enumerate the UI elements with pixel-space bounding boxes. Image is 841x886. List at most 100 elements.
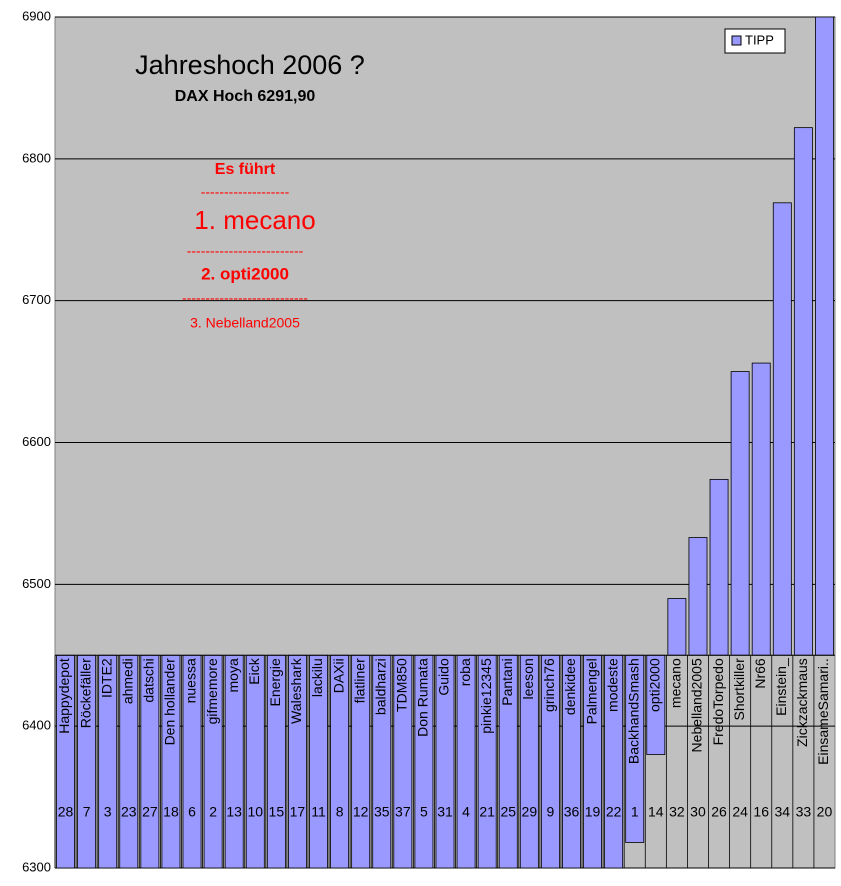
rank-label: 6 (188, 804, 196, 820)
chart-subtitle: DAX Hoch 6291,90 (175, 88, 316, 105)
x-tick-label: Pantani (499, 658, 515, 705)
x-tick-label: Den hollander (162, 658, 178, 746)
x-tick-label: opti2000 (647, 658, 663, 712)
rank-label: 27 (142, 804, 158, 820)
rank-label: 10 (247, 804, 263, 820)
bar (751, 362, 771, 656)
rank-label: 9 (547, 804, 555, 820)
x-tick-label: Waleshark (288, 657, 304, 724)
rank-label: 32 (669, 804, 685, 820)
rank-label: 33 (796, 804, 812, 820)
bar (772, 202, 792, 656)
x-tick-label: denkidee (562, 658, 578, 715)
rank-label: 35 (374, 804, 390, 820)
bar (688, 537, 708, 656)
annotation: ------------------- (201, 184, 290, 200)
x-tick-label: Röckefäller (77, 658, 93, 728)
rank-label: 2 (209, 804, 217, 820)
x-tick-label: lackilu (309, 658, 325, 697)
rank-label: 31 (437, 804, 453, 820)
rank-label: 29 (522, 804, 538, 820)
rank-label: 18 (163, 804, 179, 820)
legend-swatch (731, 35, 742, 46)
rank-label: 24 (732, 804, 748, 820)
rank-label: 16 (753, 804, 769, 820)
bar (709, 478, 729, 656)
rank-label: 19 (585, 804, 601, 820)
rank-label: 4 (462, 804, 470, 820)
rank-label: 25 (500, 804, 516, 820)
x-tick-label: moya (225, 658, 241, 692)
bar (667, 598, 687, 656)
rank-label: 8 (336, 804, 344, 820)
rank-label: 36 (564, 804, 580, 820)
rank-label: 23 (121, 804, 137, 820)
rank-label: 28 (58, 804, 74, 820)
rank-label: 30 (690, 804, 706, 820)
y-tick-label: 6700 (22, 292, 51, 307)
annotations: Es führt ------------------- 1. mecano -… (182, 161, 316, 330)
x-tick-label: baldharzi (372, 658, 388, 715)
x-tick-label: ahmedi (119, 658, 135, 704)
rank-label: 12 (353, 804, 369, 820)
annotation: ------------------------- (187, 243, 304, 259)
rank-label: 15 (269, 804, 285, 820)
y-tick-label: 6800 (22, 150, 51, 165)
x-tick-label: Don Rumata (415, 658, 431, 737)
chart-title: Jahreshoch 2006 ? (135, 50, 365, 80)
x-tick-label: roba (457, 658, 473, 686)
rank-label: 1 (631, 804, 639, 820)
x-tick-label: Eick (246, 657, 262, 684)
annotation: Es führt (215, 161, 276, 178)
bar (245, 654, 265, 869)
x-tick-label: Nr66 (752, 658, 768, 689)
bar (730, 371, 750, 656)
x-tick-label: flatliner (351, 658, 367, 703)
y-tick-label: 6300 (22, 859, 51, 874)
x-tick-label: Zickzackmaus (794, 658, 810, 747)
annotation: 2. opti2000 (201, 264, 289, 283)
bar (815, 16, 834, 656)
x-tick-label: FredoTorpedo (710, 658, 726, 745)
x-tick-label: IDTE2 (98, 658, 114, 698)
bar (793, 127, 813, 656)
x-tick-label: leeson (520, 658, 536, 699)
x-tick-label: pinkie12345 (478, 658, 494, 734)
x-tick-label: nuessa (183, 658, 199, 703)
annotation: 3. Nebelland2005 (190, 315, 300, 331)
rank-label: 17 (290, 804, 306, 820)
rank-label: 13 (226, 804, 242, 820)
x-tick-label: Palmengel (583, 658, 599, 724)
rank-label: 7 (83, 804, 91, 820)
y-tick-label: 6400 (22, 718, 51, 733)
x-tick-label: Guido (436, 658, 452, 696)
x-tick-label: gifmemore (204, 658, 220, 724)
legend: TIPP (724, 28, 786, 54)
rank-label: 21 (479, 804, 495, 820)
x-tick-label: EinsameSamari.. (815, 658, 831, 765)
rank-label: 22 (606, 804, 622, 820)
x-tick-label: datschi (141, 658, 157, 702)
y-tick-label: 6500 (22, 576, 51, 591)
y-tick-label: 6600 (22, 434, 51, 449)
x-tick-label: Energie (267, 658, 283, 706)
annotation: --------------------------- (182, 290, 308, 306)
rank-label: 14 (648, 804, 664, 820)
rank-label: 5 (420, 804, 428, 820)
rank-label: 3 (104, 804, 112, 820)
x-tick-label: Shortkiller (731, 658, 747, 721)
legend-label: TIPP (745, 32, 774, 47)
rank-label: 34 (775, 804, 791, 820)
y-tick-label: 6900 (22, 8, 51, 23)
labels: Happydepot28Röckefäller7IDTE23ahmedi23da… (54, 654, 835, 868)
rank-label: 37 (395, 804, 411, 820)
x-tick-label: modeste (604, 658, 620, 712)
rank-label: 20 (817, 804, 833, 820)
rank-label: 11 (311, 804, 326, 820)
x-tick-label: Einstein_ (773, 658, 789, 716)
annotation: 1. mecano (194, 205, 315, 235)
x-tick-label: Nebelland2005 (689, 658, 705, 752)
rank-label: 26 (711, 804, 727, 820)
